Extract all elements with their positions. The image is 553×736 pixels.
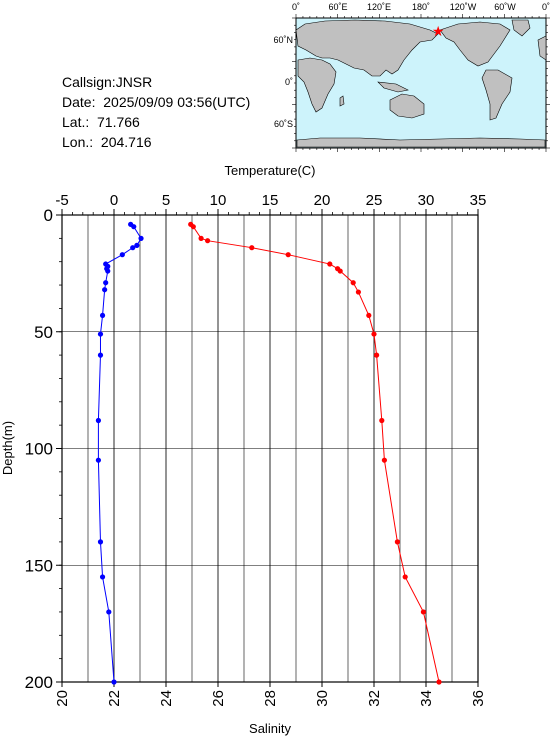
temperature-point [103,280,109,286]
grid [61,214,479,683]
y-axis-tick-label: 100 [25,440,53,459]
temperature-point [111,679,117,685]
latitude-label: Lat.: 71.766 [62,114,140,130]
temperature-point [95,457,101,463]
map-lat-label: 60˚N [273,35,293,45]
bottom-axis-tick-label: 22 [106,690,123,707]
bottom-axis-tick-label: 26 [210,690,227,707]
map-lon-label: 120˚E [367,2,391,12]
top-axis-tick-label: -5 [55,192,68,209]
salinity-point [190,224,196,230]
top-axis-tick-label: 30 [418,192,435,209]
salinity-point [198,235,204,241]
y-axis-tick-label: 150 [25,556,53,575]
station-star-icon: ★ [432,23,445,39]
top-axis-title: Temperature(C) [224,163,315,178]
top-axis-tick-label: 25 [366,192,383,209]
y-axis-tick-label: 50 [34,323,53,342]
bottom-axis-tick-label: 34 [418,690,435,707]
salinity-point [371,331,377,337]
temperature-point [102,287,108,293]
temperature-point [99,574,106,580]
temperature-point [95,417,101,424]
bottom-axis-tick-label: 30 [314,690,331,707]
top-axis-tick-label: 20 [314,192,331,209]
temperature-point [130,245,136,251]
salinity-point [355,289,361,295]
y-axis-tick-label: 200 [25,673,53,692]
bottom-axis-tick-label: 24 [158,690,175,707]
callsign-label: Callsign:JNSR [62,74,153,90]
salinity-point [350,280,356,286]
salinity-point [394,539,400,545]
temperature-point [99,312,106,319]
series [95,221,442,685]
salinity-point [379,417,385,424]
top-axis-tick-label: 5 [162,192,170,209]
bottom-axis-title: Salinity [249,721,291,736]
world-map: 0˚ 60˚E 120˚E 180˚ 120˚W 60˚W 0˚ 60˚N 0˚… [273,2,550,152]
salinity-point [205,238,211,244]
temperature-point [97,331,104,337]
bottom-axis-tick-label: 20 [54,690,71,707]
temperature-point [138,235,144,241]
salinity-point [285,252,291,258]
temperature-line [97,223,142,683]
temperature-point [134,242,140,248]
bottom-axis-tick-label: 28 [262,690,279,707]
map-lat-label: 60˚S [274,119,293,129]
salinity-point [436,679,442,685]
map-lon-label: 0˚ [542,2,550,12]
salinity-line [190,223,440,683]
salinity-point [381,457,387,463]
map-land [295,19,547,148]
map-ticks [292,14,550,152]
temperature-point [131,224,137,230]
salinity-point [337,268,343,274]
top-axis-tick-label: 0 [110,192,118,209]
salinity-point [374,352,380,358]
map-lon-label: 180˚ [412,2,430,12]
y-axis-title: Depth(m) [0,421,15,475]
longitude-label: Lon.: 204.716 [62,134,152,150]
map-lon-label: 60˚E [328,2,347,12]
temperature-point [106,609,112,615]
salinity-point [366,312,372,319]
temperature-point [119,252,125,258]
date-label: Date: 2025/09/09 03:56(UTC) [62,94,251,110]
y-axis-tick-label: 0 [44,206,53,225]
bottom-axis-tick-label: 32 [366,690,383,707]
top-axis-tick-label: 10 [210,192,227,209]
map-lat-label: 0˚ [285,77,293,87]
temperature-point [97,539,104,545]
map-lon-label: 0˚ [292,2,300,12]
salinity-point [327,261,333,267]
salinity-point [420,609,426,615]
top-axis-tick-label: 35 [470,192,487,209]
top-axis-tick-label: 15 [262,192,279,209]
salinity-point [249,245,255,251]
temperature-point [105,268,111,274]
temperature-point [97,352,104,358]
map-lon-label: 120˚W [450,2,477,12]
map-lon-label: 60˚W [494,2,516,12]
salinity-point [402,574,408,580]
bottom-axis-tick-label: 36 [470,690,487,707]
